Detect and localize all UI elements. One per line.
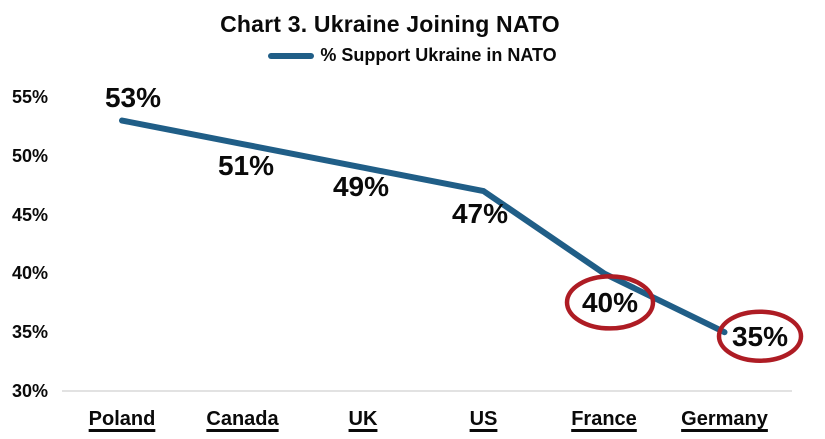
annotation-circle-france [564, 274, 656, 331]
y-axis-tick-label: 40% [11, 263, 48, 284]
y-axis-tick-label: 30% [11, 381, 48, 401]
legend-line-icon [268, 52, 315, 59]
data-label-france: 40% [581, 287, 639, 319]
legend-label: % Support Ukraine in NATO [320, 45, 557, 65]
y-axis-tick-label: 55% [11, 87, 48, 107]
legend: % Support Ukraine in NATO [0, 45, 825, 66]
data-label-us: 47% [451, 198, 509, 230]
y-axis-tick-label: 45% [11, 204, 48, 225]
support-line-series [119, 117, 728, 336]
x-axis-label-us: US [469, 408, 498, 430]
data-label-germany: 35% [731, 321, 789, 353]
x-axis-label-canada: Canada [206, 408, 279, 430]
x-axis-label-poland: Poland [88, 408, 156, 430]
annotation-circle-germany [716, 309, 804, 363]
y-axis-tick-label: 50% [11, 145, 48, 166]
data-label-canada: 51% [217, 150, 275, 182]
x-axis-label-france: France [571, 408, 637, 430]
y-axis-tick-label: 35% [11, 322, 48, 343]
data-label-poland: 53% [104, 81, 162, 113]
x-axis-label-germany: Germany [681, 408, 768, 430]
x-axis-label-uk: UK [348, 408, 378, 430]
data-label-uk: 49% [332, 170, 390, 202]
chart-title: Chart 3. Ukraine Joining NATO [220, 11, 560, 37]
